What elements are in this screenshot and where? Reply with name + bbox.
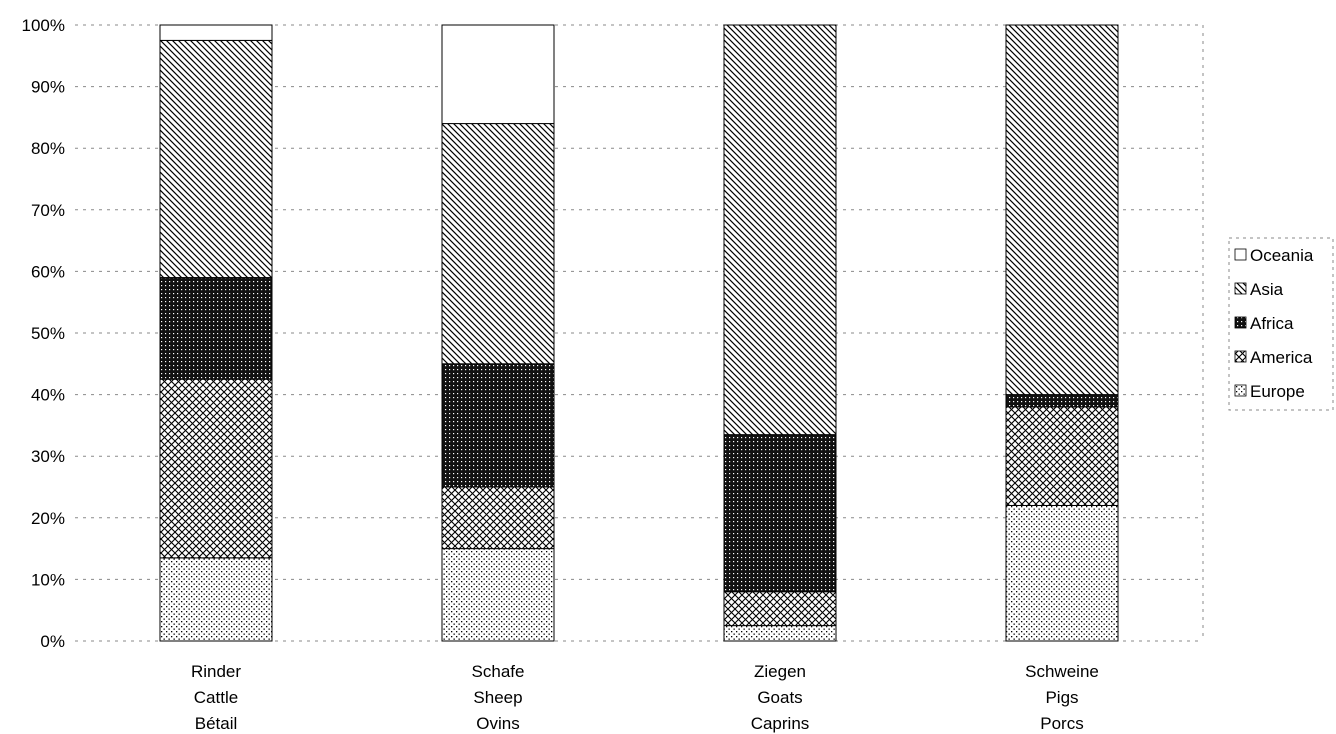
x-axis: Rinder Cattle Bétail Schafe Sheep Ovins Ziegen… xyxy=(191,662,1099,733)
y-tick-label: 40% xyxy=(31,386,65,405)
category-label: Rinder xyxy=(191,662,241,681)
category-label: Porcs xyxy=(1040,714,1083,733)
bar-asia xyxy=(441,123,555,365)
category-label: Goats xyxy=(757,688,802,707)
y-tick-label: 10% xyxy=(31,570,65,589)
legend-swatch xyxy=(1234,384,1247,397)
bar-america xyxy=(159,378,273,559)
legend-label: Europe xyxy=(1250,382,1305,401)
bar-asia xyxy=(723,24,837,436)
legend: Oceania Asia Africa America Europe xyxy=(1228,237,1334,411)
y-tick-label: 50% xyxy=(31,324,65,343)
bars xyxy=(159,24,1119,642)
category-label: Sheep xyxy=(473,688,522,707)
y-tick-label: 0% xyxy=(40,632,65,651)
bar-oceania xyxy=(159,24,273,41)
legend-label: Asia xyxy=(1250,280,1284,299)
category-label: Schafe xyxy=(472,662,525,681)
gridlines xyxy=(75,24,1204,642)
category-label: Bétail xyxy=(195,714,238,733)
bar-europe xyxy=(1005,504,1119,642)
legend-label: Oceania xyxy=(1250,246,1314,265)
y-tick-label: 100% xyxy=(22,16,65,35)
category-label: Caprins xyxy=(751,714,810,733)
y-tick-label: 30% xyxy=(31,447,65,466)
category-label: Ziegen xyxy=(754,662,806,681)
category-label: Schweine xyxy=(1025,662,1099,681)
legend-swatch xyxy=(1234,282,1247,295)
bar-europe xyxy=(441,548,555,642)
bar-america xyxy=(723,591,837,627)
legend-label: America xyxy=(1250,348,1313,367)
category-label: Pigs xyxy=(1045,688,1078,707)
bar-africa xyxy=(723,434,837,593)
legend-swatch xyxy=(1234,248,1247,261)
bar-europe xyxy=(723,625,837,642)
bar-asia xyxy=(159,39,273,279)
bar-america xyxy=(441,486,555,550)
y-axis: 0% 10% 20% 30% 40% 50% 60% 70% 80% 90% 100% xyxy=(22,16,65,651)
y-tick-label: 80% xyxy=(31,139,65,158)
category-label: Cattle xyxy=(194,688,238,707)
y-tick-label: 20% xyxy=(31,509,65,528)
bar-africa xyxy=(1005,394,1119,408)
bar-africa xyxy=(159,277,273,380)
legend-swatch xyxy=(1234,350,1247,363)
y-tick-label: 70% xyxy=(31,201,65,220)
y-tick-label: 90% xyxy=(31,78,65,97)
y-tick-label: 60% xyxy=(31,262,65,281)
category-label: Ovins xyxy=(476,714,519,733)
legend-swatch xyxy=(1234,316,1247,329)
bar-africa xyxy=(441,363,555,488)
bar-america xyxy=(1005,406,1119,506)
legend-label: Africa xyxy=(1250,314,1294,333)
bar-asia xyxy=(1005,24,1119,396)
bar-europe xyxy=(159,557,273,642)
bar-oceania xyxy=(441,24,555,125)
